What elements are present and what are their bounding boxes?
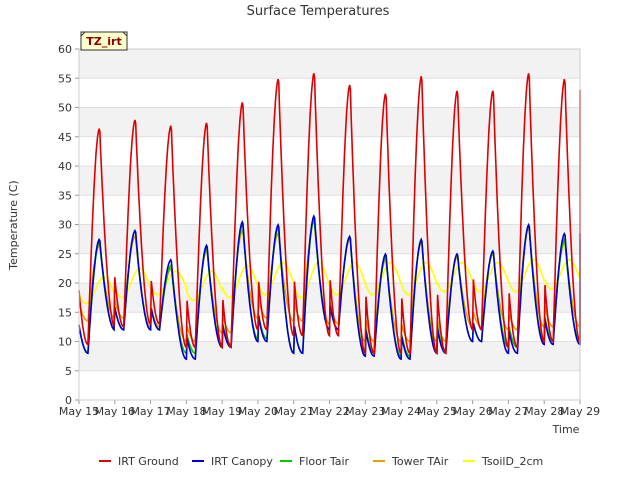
y-tick-label: 0 bbox=[65, 394, 72, 407]
x-tick-label: May 17 bbox=[130, 405, 170, 418]
legend-label: Floor Tair bbox=[299, 455, 350, 468]
plot-background bbox=[79, 48, 580, 401]
y-tick-label: 25 bbox=[58, 248, 72, 261]
tz-badge-box bbox=[80, 31, 128, 51]
y-tick-label: 55 bbox=[58, 72, 72, 85]
legend-label: IRT Canopy bbox=[211, 455, 273, 468]
x-tick-label: May 19 bbox=[202, 405, 242, 418]
x-axis-title: Time bbox=[552, 423, 580, 436]
series-line-irt-ground bbox=[78, 73, 581, 356]
x-tick-label: May 25 bbox=[417, 405, 457, 418]
legend-label: Tower TAir bbox=[391, 455, 449, 468]
grid-band bbox=[79, 341, 580, 371]
x-tick-label: May 23 bbox=[345, 405, 385, 418]
x-tick-label: May 21 bbox=[274, 405, 314, 418]
y-tick-label: 35 bbox=[58, 189, 72, 202]
legend: IRT Ground IRT Canopy Floor Tair Tower TAir… bbox=[99, 455, 543, 468]
grid-band bbox=[79, 107, 580, 137]
chart-title: Surface Temperatures bbox=[247, 4, 390, 19]
y-tick-label: 30 bbox=[58, 219, 72, 232]
tz-badge: TZ_irt bbox=[80, 31, 128, 51]
x-tick-label: May 29 bbox=[560, 405, 600, 418]
x-tick-label: May 15 bbox=[59, 405, 99, 418]
y-tick-label: 40 bbox=[58, 160, 72, 173]
y-tick-label: 45 bbox=[58, 131, 72, 144]
plot-frame bbox=[78, 48, 581, 401]
y-tick-label: 20 bbox=[58, 277, 72, 290]
series-lines bbox=[78, 73, 581, 361]
x-tick-label: May 22 bbox=[309, 405, 349, 418]
y-axis-ticks: 0 5 10 15 20 25 30 35 40 45 50 55 60 bbox=[58, 43, 79, 407]
grid-band bbox=[79, 224, 580, 254]
y-tick-label: 5 bbox=[65, 365, 72, 378]
y-tick-label: 10 bbox=[58, 336, 72, 349]
grid-band bbox=[79, 49, 580, 79]
y-tick-label: 15 bbox=[58, 306, 72, 319]
x-tick-label: May 18 bbox=[166, 405, 206, 418]
tz-badge-corner bbox=[80, 31, 128, 37]
legend-label: TsoilD_2cm bbox=[481, 455, 543, 468]
x-tick-label: May 16 bbox=[95, 405, 135, 418]
y-tick-label: 50 bbox=[58, 102, 72, 115]
x-tick-label: May 27 bbox=[488, 405, 528, 418]
legend-label: IRT Ground bbox=[118, 455, 179, 468]
x-tick-label: May 24 bbox=[381, 405, 421, 418]
x-tick-label: May 26 bbox=[453, 405, 493, 418]
y-tick-label: 60 bbox=[58, 43, 72, 56]
tz-badge-label: TZ_irt bbox=[86, 35, 121, 48]
x-tick-label: May 28 bbox=[524, 405, 564, 418]
grid-band bbox=[79, 166, 580, 196]
x-tick-label: May 20 bbox=[238, 405, 278, 418]
y-axis-title: Temperature (C) bbox=[7, 180, 20, 270]
